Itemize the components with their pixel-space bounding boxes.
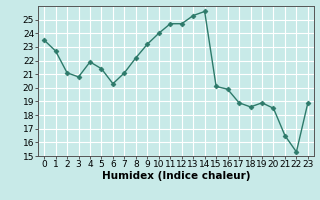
- X-axis label: Humidex (Indice chaleur): Humidex (Indice chaleur): [102, 171, 250, 181]
